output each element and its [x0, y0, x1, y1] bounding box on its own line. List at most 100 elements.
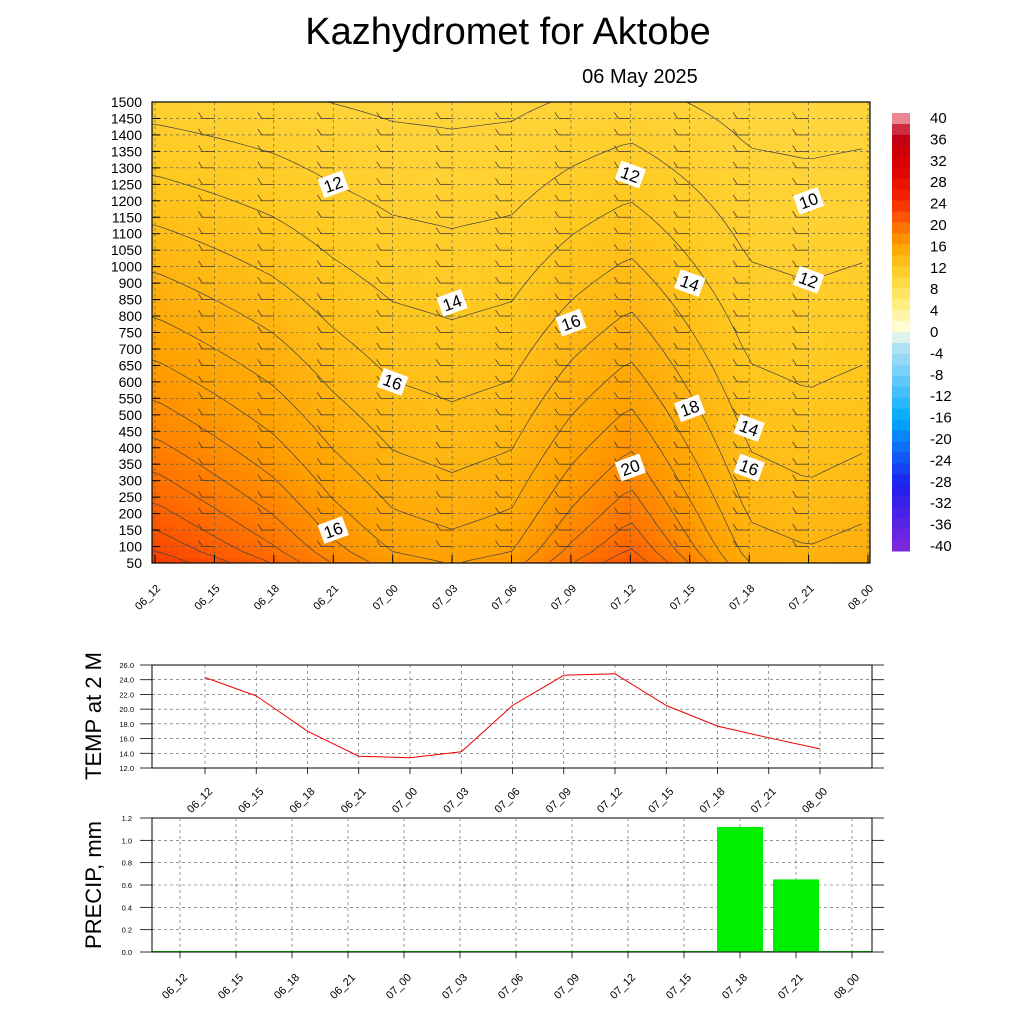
field-cell	[376, 478, 385, 487]
field-cell	[664, 254, 673, 263]
field-cell	[272, 342, 281, 351]
field-cell	[328, 438, 337, 447]
field-cell	[392, 126, 401, 135]
field-cell	[280, 374, 289, 383]
field-cell	[304, 478, 313, 487]
field-cell	[344, 222, 353, 231]
field-cell	[608, 406, 617, 415]
field-cell	[160, 254, 169, 263]
field-cell	[312, 494, 321, 503]
field-cell	[352, 254, 361, 263]
field-cell	[160, 190, 169, 199]
field-cell	[288, 134, 297, 143]
field-cell	[168, 486, 177, 495]
field-cell	[168, 214, 177, 223]
field-cell	[392, 142, 401, 151]
field-cell	[784, 510, 793, 519]
field-cell	[152, 310, 161, 319]
field-cell	[288, 166, 297, 175]
field-cell	[576, 534, 585, 543]
field-cell	[736, 486, 745, 495]
field-cell	[264, 462, 273, 471]
field-cell	[280, 326, 289, 335]
field-cell	[608, 134, 617, 143]
field-cell	[712, 342, 721, 351]
field-cell	[216, 230, 225, 239]
field-cell	[776, 246, 785, 255]
field-cell	[552, 126, 561, 135]
field-cell	[320, 158, 329, 167]
field-cell	[776, 238, 785, 247]
field-cell	[368, 318, 377, 327]
field-cell	[648, 294, 657, 303]
field-cell	[640, 182, 649, 191]
field-cell	[224, 534, 233, 543]
field-cell	[320, 342, 329, 351]
field-cell	[616, 126, 625, 135]
field-cell	[192, 158, 201, 167]
field-cell	[640, 326, 649, 335]
field-cell	[464, 438, 473, 447]
field-cell	[752, 118, 761, 127]
field-cell	[576, 414, 585, 423]
field-cell	[168, 238, 177, 247]
field-cell	[264, 286, 273, 295]
field-cell	[160, 110, 169, 119]
field-cell	[728, 454, 737, 463]
field-cell	[552, 174, 561, 183]
field-cell	[808, 214, 817, 223]
field-cell	[576, 134, 585, 143]
field-cell	[440, 462, 449, 471]
field-cell	[304, 238, 313, 247]
field-cell	[192, 262, 201, 271]
field-cell	[256, 510, 265, 519]
field-cell	[384, 430, 393, 439]
field-cell	[512, 446, 521, 455]
field-cell	[584, 174, 593, 183]
field-cell	[360, 374, 369, 383]
field-cell	[712, 510, 721, 519]
field-cell	[328, 198, 337, 207]
field-cell	[312, 374, 321, 383]
field-cell	[320, 350, 329, 359]
field-cell	[408, 222, 417, 231]
field-cell	[456, 142, 465, 151]
field-cell	[328, 430, 337, 439]
field-cell	[464, 550, 473, 559]
field-cell	[200, 502, 209, 511]
field-cell	[200, 454, 209, 463]
field-cell	[160, 486, 169, 495]
field-cell	[456, 110, 465, 119]
field-cell	[704, 350, 713, 359]
field-cell	[224, 278, 233, 287]
field-cell	[216, 214, 225, 223]
field-cell	[560, 510, 569, 519]
field-cell	[456, 174, 465, 183]
field-cell	[272, 518, 281, 527]
field-cell	[808, 486, 817, 495]
field-cell	[344, 390, 353, 399]
field-cell	[200, 182, 209, 191]
field-cell	[200, 238, 209, 247]
field-cell	[832, 366, 841, 375]
field-cell	[704, 294, 713, 303]
field-cell	[696, 470, 705, 479]
field-cell	[464, 126, 473, 135]
field-cell	[648, 502, 657, 511]
field-cell	[664, 206, 673, 215]
field-cell	[384, 214, 393, 223]
field-cell	[232, 342, 241, 351]
field-cell	[784, 278, 793, 287]
field-cell	[272, 230, 281, 239]
field-cell	[776, 310, 785, 319]
field-cell	[624, 134, 633, 143]
field-cell	[512, 454, 521, 463]
field-cell	[544, 310, 553, 319]
field-cell	[472, 230, 481, 239]
field-cell	[328, 446, 337, 455]
field-cell	[504, 102, 513, 111]
field-cell	[680, 214, 689, 223]
field-cell	[224, 110, 233, 119]
field-cell	[176, 302, 185, 311]
field-cell	[640, 270, 649, 279]
